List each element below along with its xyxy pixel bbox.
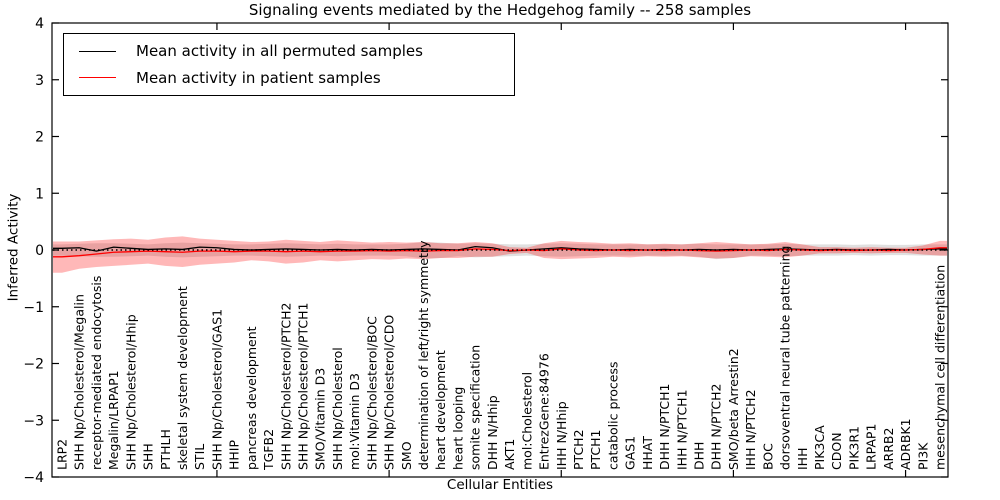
x-entity-label: SHH Np/Cholesterol/Hhip <box>123 314 138 470</box>
x-entity-label: TGFB2 <box>261 429 276 471</box>
y-tick-label: −2 <box>23 357 44 373</box>
x-entity-label: SMO <box>399 441 414 470</box>
x-entity-label: BOC <box>760 443 775 470</box>
y-axis-title: Inferred Activity <box>5 193 22 302</box>
x-entity-label: DHH N/Hhip <box>485 395 500 470</box>
x-entity-label: IHH N/PTCH1 <box>674 389 689 470</box>
x-entity-label: mol:Vitamin D3 <box>347 373 362 470</box>
x-entity-label: LRPAP1 <box>864 424 879 470</box>
x-entity-label: SHH Np/Cholesterol/PTCH2 <box>278 303 293 471</box>
y-tick-label: 4 <box>35 16 44 32</box>
legend-item-permuted: Mean activity in all permuted samples <box>64 42 514 60</box>
chart-title: Signaling events mediated by the Hedgeho… <box>248 1 752 19</box>
x-entity-label: STIL <box>192 444 207 470</box>
y-tick-label: −3 <box>23 413 44 429</box>
x-entity-label: EntrezGene:84976 <box>537 353 552 470</box>
x-entity-label: determination of left/right symmetry <box>416 240 431 470</box>
x-entity-label: PIK3CA <box>812 425 827 470</box>
x-entity-label: Megalin/LRPAP1 <box>106 370 121 470</box>
legend-item-patient: Mean activity in patient samples <box>64 69 514 87</box>
x-entity-label: IHH N/PTCH2 <box>743 389 758 470</box>
x-entity-label: mol:Cholesterol <box>519 372 534 470</box>
x-entity-label: GAS1 <box>623 436 638 470</box>
x-axis-title: Cellular Entities <box>446 477 554 493</box>
x-entity-label: PTCH1 <box>588 429 603 470</box>
x-entity-label: AKT1 <box>502 439 517 470</box>
y-tick-label: 3 <box>35 73 44 89</box>
x-entity-label: HHIP <box>227 440 242 470</box>
legend-label-patient: Mean activity in patient samples <box>136 68 381 87</box>
x-entity-label: PTCH2 <box>571 429 586 470</box>
x-entity-label: IHH N/Hhip <box>554 401 569 470</box>
legend: Mean activity in all permuted samples Me… <box>63 33 515 96</box>
x-entity-label: heart development <box>433 350 448 470</box>
x-entity-label: SHH Np/Cholesterol <box>330 347 345 470</box>
x-entity-label: mesenchymal cell differentiation <box>933 265 948 470</box>
permuted-line-swatch-icon <box>79 50 116 52</box>
x-entity-label: SHH <box>141 443 156 470</box>
x-entity-label: SHH Np/Cholesterol/PTCH1 <box>296 303 311 471</box>
x-entity-label: PIK3R1 <box>846 426 861 470</box>
x-entity-label: catabolic process <box>605 361 620 470</box>
x-entity-label: SHH Np/Cholesterol/BOC <box>364 316 379 470</box>
x-entity-label: SHH Np/Cholesterol/CDO <box>382 315 397 470</box>
x-entity-label: IHH <box>795 448 810 471</box>
x-entity-label: SMO/Vitamin D3 <box>313 368 328 470</box>
x-entity-label: HHAT <box>640 436 655 470</box>
y-tick-label: 1 <box>35 186 44 202</box>
x-entity-label: DHH N/PTCH2 <box>709 384 724 470</box>
x-entity-label: pancreas development <box>244 326 259 470</box>
x-entity-label: ADRBK1 <box>898 418 913 470</box>
x-entity-label: receptor-mediated endocytosis <box>89 276 104 470</box>
x-entity-label: PTHLH <box>158 429 173 470</box>
y-tick-label: 2 <box>35 130 44 146</box>
y-tick-label: −4 <box>23 470 44 486</box>
x-entity-label: DHH N/PTCH1 <box>657 384 672 470</box>
y-tick-label: 0 <box>35 243 44 259</box>
legend-label-permuted: Mean activity in all permuted samples <box>136 42 423 61</box>
y-tick-label: −1 <box>23 300 44 316</box>
x-entity-label: heart looping <box>450 387 465 470</box>
patient-line-swatch-icon <box>79 77 116 79</box>
x-entity-label: dorsoventral neural tube patterning <box>778 246 793 471</box>
x-entity-label: SHH Np/Cholesterol/Megalin <box>72 294 87 470</box>
x-entity-label: DHH <box>691 442 706 470</box>
x-entity-label: ARRB2 <box>881 428 896 470</box>
x-entity-label: skeletal system development <box>175 286 190 470</box>
x-entity-label: SHH Np/Cholesterol/GAS1 <box>209 309 224 470</box>
x-entity-label: PI3K <box>915 442 930 470</box>
x-entity-label: SMO/beta Arrestin2 <box>726 348 741 470</box>
x-entity-label: LRP2 <box>55 439 70 470</box>
x-entity-label: CDON <box>829 432 844 470</box>
x-entity-label: somite specification <box>468 345 483 470</box>
patient-band <box>53 236 947 273</box>
